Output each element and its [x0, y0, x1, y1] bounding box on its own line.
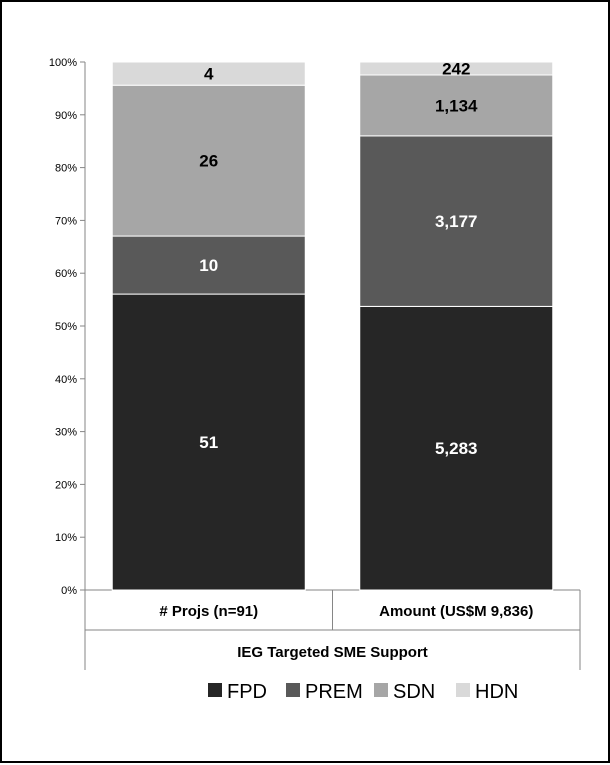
data-labels-layer: 51 10 26 4 5,283 3,177 1,134 242: [199, 59, 478, 458]
x-category-label: # Projs (n=91): [159, 603, 258, 620]
legend-label-prem: PREM: [305, 681, 363, 703]
data-label: 51: [199, 433, 218, 452]
legend-label-fpd: FPD: [227, 681, 267, 703]
bars-layer: [111, 61, 554, 591]
data-label: 4: [204, 65, 214, 84]
y-tick-label: 70%: [55, 215, 77, 227]
y-tick-label: 90%: [55, 110, 77, 122]
bar-segment-hdn: [359, 61, 554, 76]
y-tick-label: 100%: [49, 57, 77, 69]
y-tick-label: 10%: [55, 532, 77, 544]
y-tick-label: 30%: [55, 427, 77, 439]
legend: FPD PREM SDN HDN: [208, 681, 518, 703]
y-tick-label: 40%: [55, 374, 77, 386]
legend-label-hdn: HDN: [475, 681, 518, 703]
data-label: 5,283: [435, 439, 478, 458]
y-tick-label: 0%: [61, 585, 77, 597]
legend-swatch-prem: [286, 683, 300, 697]
data-label: 10: [199, 256, 218, 275]
data-label: 1,134: [435, 96, 478, 115]
legend-swatch-fpd: [208, 683, 222, 697]
bar-segment-hdn: [111, 61, 306, 86]
y-tick-label: 80%: [55, 163, 77, 175]
x-axis-title: IEG Targeted SME Support: [237, 644, 428, 661]
bar-segment-prem: [111, 235, 306, 295]
legend-swatch-hdn: [456, 683, 470, 697]
legend-swatch-sdn: [374, 683, 388, 697]
data-label: 3,177: [435, 212, 478, 231]
bar-segment-prem: [359, 135, 554, 307]
y-tick-label: 60%: [55, 268, 77, 280]
data-label: 26: [199, 152, 218, 171]
bar-segment-sdn: [111, 84, 306, 237]
legend-label-sdn: SDN: [393, 681, 435, 703]
data-label: 242: [442, 59, 470, 78]
x-category-label: Amount (US$M 9,836): [379, 603, 533, 620]
bar-segment-sdn: [359, 74, 554, 137]
y-tick-label: 20%: [55, 479, 77, 491]
bar-segment-fpd: [111, 293, 306, 591]
y-tick-label: 50%: [55, 321, 77, 333]
